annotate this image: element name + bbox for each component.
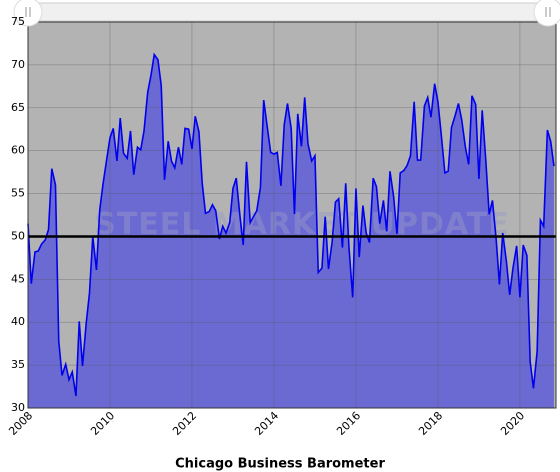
slider-handle[interactable] xyxy=(533,0,560,27)
x-tick-label: 2018 xyxy=(416,409,445,438)
y-tick-label: 75 xyxy=(11,15,25,28)
slider-track[interactable] xyxy=(27,2,549,22)
y-tick-label: 45 xyxy=(11,272,25,285)
y-tick-label: 70 xyxy=(11,58,25,71)
y-tick-label: 50 xyxy=(11,229,25,242)
range-slider[interactable] xyxy=(13,0,560,27)
y-tick-label: 30 xyxy=(11,401,25,414)
chart-title: Chicago Business Barometer xyxy=(175,457,385,472)
y-tick-label: 35 xyxy=(11,358,25,371)
slider-handle[interactable] xyxy=(13,0,43,27)
x-tick-label: 2012 xyxy=(170,409,199,438)
y-tick-label: 55 xyxy=(11,187,25,200)
x-tick-label: 2014 xyxy=(252,409,281,438)
x-tick-label: 2020 xyxy=(498,409,527,438)
y-tick-label: 65 xyxy=(11,101,25,114)
line xyxy=(27,52,555,397)
plot-border xyxy=(27,21,557,409)
y-tick-label: 40 xyxy=(11,315,25,328)
x-tick-label: 2010 xyxy=(88,409,117,438)
y-tick-label: 60 xyxy=(11,144,25,157)
x-tick-label: 2016 xyxy=(334,409,363,438)
